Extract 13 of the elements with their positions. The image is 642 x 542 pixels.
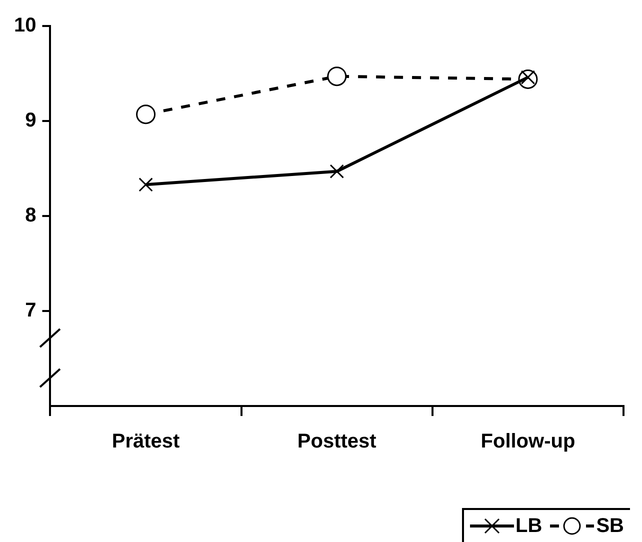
x-tick-label: Posttest (297, 430, 377, 453)
y-tick-label: 9 (25, 110, 36, 132)
x-tick-label: Follow-up (480, 430, 576, 453)
y-tick-label: 10 (14, 14, 36, 37)
y-tick-label: 8 (25, 204, 36, 227)
point (327, 66, 347, 86)
legend-label: SB (596, 514, 624, 538)
point (136, 104, 156, 124)
point (138, 178, 153, 192)
x-tick-label: Prätest (112, 430, 180, 453)
y-tick-label: 7 (25, 300, 36, 322)
legend-label: LB (516, 514, 542, 538)
point (330, 164, 344, 178)
